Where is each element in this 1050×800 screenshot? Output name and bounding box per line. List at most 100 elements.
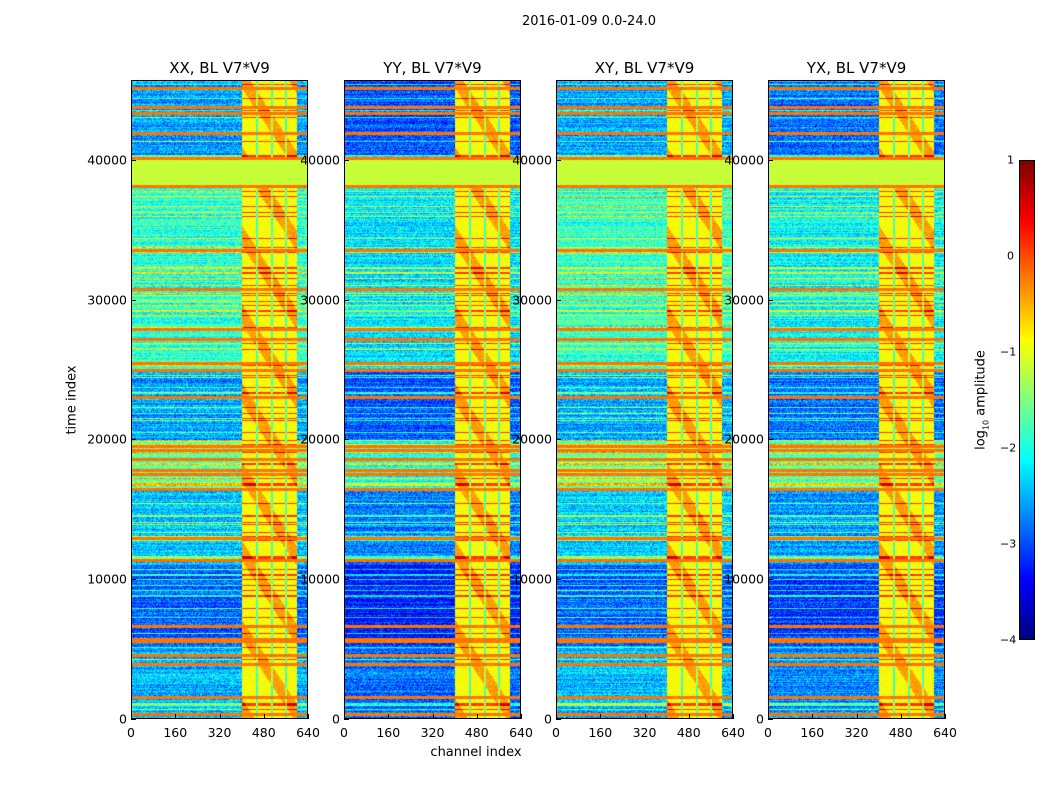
y-tick-mark [131,579,136,581]
y-tick-mark [344,439,349,441]
x-tick-mark [556,714,557,719]
x-tick-label: 0 [340,725,348,740]
panel-title: XY, BL V7*V9 [594,59,695,77]
colorbar-tick-label: −1 [1000,345,1017,359]
x-axis-label: channel index [430,745,522,760]
x-tick-mark [308,714,309,719]
x-tick-label: 0 [552,725,560,740]
heatmap-canvas [769,81,944,718]
x-tick-label: 160 [800,725,825,740]
heatmap-canvas [132,81,307,718]
x-tick-mark [388,714,390,719]
x-tick-label: 320 [207,725,232,740]
x-tick-label: 0 [127,725,135,740]
colorbar [1019,160,1035,640]
colorbar-tick-label: 0 [1007,249,1014,263]
y-tick-label: 0 [119,711,127,727]
x-tick-mark [945,714,946,719]
x-tick-mark [644,714,646,719]
y-tick-label: 0 [332,711,340,727]
x-tick-label: 320 [420,725,445,740]
x-tick-mark [219,714,221,719]
heatmap-canvas [345,81,520,718]
y-tick-mark [768,299,773,301]
y-tick-mark [131,719,136,720]
x-tick-label: 640 [721,725,745,740]
x-tick-label: 160 [588,725,613,740]
y-tick-label: 40000 [87,152,127,168]
y-tick-label: 20000 [724,431,764,447]
y-axis-label: time index [64,365,80,435]
x-tick-mark [344,714,345,719]
y-tick-mark [131,159,136,161]
x-tick-label: 640 [933,725,957,740]
colorbar-gradient [1020,161,1034,639]
x-tick-label: 640 [509,725,533,740]
x-tick-mark [175,714,177,719]
y-tick-label: 10000 [724,571,764,587]
x-tick-mark [688,714,690,719]
y-tick-label: 10000 [87,571,127,587]
y-tick-mark [344,159,349,161]
colorbar-tick-label: 1 [1007,153,1014,167]
y-tick-label: 40000 [512,152,552,168]
colorbar-tick-label: −4 [1000,633,1017,647]
figure-suptitle: 2016-01-09 0.0-24.0 [522,14,656,29]
heatmap-panel [768,80,945,719]
colorbar-tick-label: −3 [1000,537,1017,551]
x-tick-mark [733,714,734,719]
x-tick-mark [131,714,132,719]
y-tick-label: 40000 [300,152,340,168]
y-tick-mark [556,439,561,441]
colorbar-tick-label: −2 [1000,441,1017,455]
heatmap-panel [344,80,521,719]
panel-title: XX, BL V7*V9 [169,59,270,77]
y-tick-label: 20000 [300,431,340,447]
y-tick-mark [768,579,773,581]
x-tick-label: 160 [376,725,401,740]
heatmap-canvas [557,81,732,718]
y-tick-mark [768,159,773,161]
y-tick-label: 30000 [512,292,552,308]
heatmap-panel [556,80,733,719]
y-tick-mark [768,439,773,441]
panel-title: YY, BL V7*V9 [383,59,482,77]
y-tick-mark [556,159,561,161]
y-tick-mark [344,299,349,301]
x-tick-mark [263,714,265,719]
y-tick-label: 30000 [724,292,764,308]
x-tick-mark [432,714,434,719]
x-tick-mark [812,714,814,719]
y-tick-mark [556,719,561,720]
x-tick-mark [768,714,769,719]
y-tick-label: 30000 [87,292,127,308]
y-tick-label: 10000 [512,571,552,587]
y-tick-label: 0 [544,711,552,727]
x-tick-label: 160 [163,725,188,740]
y-tick-mark [131,439,136,441]
y-tick-mark [556,299,561,301]
y-tick-label: 0 [756,711,764,727]
y-tick-mark [344,579,349,581]
y-tick-mark [768,719,773,720]
colorbar-label: log10 amplitude [973,350,991,450]
x-tick-label: 320 [632,725,657,740]
x-tick-label: 480 [464,725,489,740]
x-tick-mark [856,714,858,719]
heatmap-panel [131,80,308,719]
y-tick-label: 20000 [87,431,127,447]
y-tick-label: 30000 [300,292,340,308]
x-tick-mark [600,714,602,719]
y-tick-label: 10000 [300,571,340,587]
x-tick-label: 480 [676,725,701,740]
y-tick-label: 40000 [724,152,764,168]
y-tick-label: 20000 [512,431,552,447]
x-tick-mark [476,714,478,719]
panel-title: YX, BL V7*V9 [806,59,907,77]
x-tick-label: 640 [296,725,320,740]
x-tick-label: 480 [888,725,913,740]
x-tick-mark [900,714,902,719]
x-tick-label: 480 [251,725,276,740]
x-tick-label: 320 [844,725,869,740]
